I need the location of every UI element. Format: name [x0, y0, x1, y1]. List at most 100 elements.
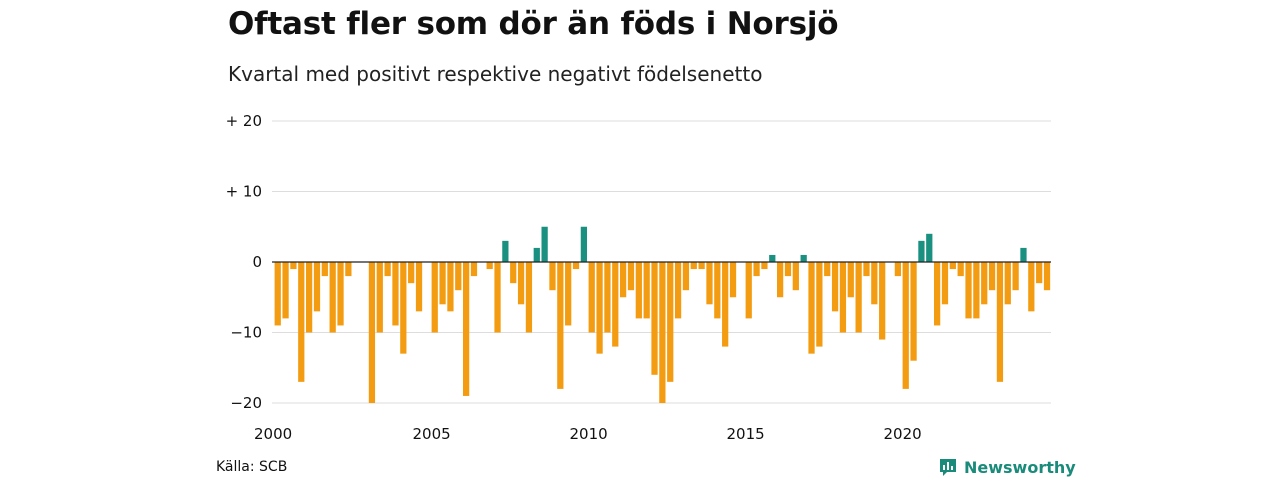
bar: [792, 262, 799, 291]
bar: [627, 262, 635, 291]
bar: [384, 262, 391, 277]
bar: [470, 262, 478, 277]
bar: [494, 262, 501, 333]
bar: [541, 226, 548, 262]
bar: [800, 254, 807, 262]
brand-logo: Newsworthy: [938, 456, 1076, 478]
y-tick-label: + 10: [226, 183, 262, 201]
bar: [549, 262, 556, 291]
bar: [973, 262, 980, 319]
x-tick-label: 2000: [254, 425, 292, 443]
bar: [1020, 247, 1027, 262]
bar: [965, 262, 972, 319]
bar: [957, 262, 964, 277]
bar: [722, 262, 729, 347]
bar: [1012, 262, 1019, 291]
chart-title: Oftast fler som dör än föds i Norsjö: [228, 6, 839, 42]
bar: [620, 262, 627, 298]
bar: [879, 262, 886, 340]
bar: [949, 262, 956, 270]
bar: [447, 262, 454, 312]
bar: [745, 262, 752, 319]
bar: [604, 262, 611, 333]
bar: [282, 262, 289, 319]
bar: [855, 262, 862, 333]
bar: [871, 262, 878, 305]
bar: [1004, 262, 1011, 305]
bar: [831, 262, 839, 312]
bar: [643, 262, 650, 319]
bar: [455, 262, 462, 291]
bar: [486, 262, 493, 270]
newsworthy-logo-icon: [940, 459, 956, 476]
bar: [517, 262, 525, 305]
bar: [1043, 262, 1051, 291]
bar: [1036, 262, 1043, 284]
bar: [698, 262, 705, 270]
bar: [674, 262, 682, 319]
bar: [816, 262, 823, 347]
bar: [502, 240, 509, 262]
bar: [918, 240, 925, 262]
bar: [659, 262, 666, 403]
bar: [408, 262, 415, 284]
bar: [376, 262, 383, 333]
bar: [926, 233, 933, 262]
bar: [596, 262, 603, 354]
bar: [313, 262, 321, 312]
bar: [431, 262, 438, 333]
bar: [941, 262, 949, 305]
bar: [329, 262, 336, 333]
bar: [934, 262, 941, 326]
bar: [690, 262, 697, 270]
y-tick-label: 0: [252, 253, 262, 271]
bar: [400, 262, 407, 354]
bar: [557, 262, 564, 389]
bar: [510, 262, 517, 284]
bar: [729, 262, 737, 298]
bar: [463, 262, 470, 396]
bar: [392, 262, 399, 326]
bar: [439, 262, 446, 305]
bar: [777, 262, 784, 298]
bar: [894, 262, 901, 277]
bar: [565, 262, 572, 326]
bar: [321, 262, 328, 277]
bar: [533, 247, 540, 262]
bar: [714, 262, 721, 319]
source-label: Källa: SCB: [216, 459, 288, 475]
chart-subtitle: Kvartal med positivt respektive negativt…: [228, 62, 763, 86]
bar: [274, 262, 281, 326]
bar: [651, 262, 658, 375]
bar: [808, 262, 815, 354]
bar: [902, 262, 909, 389]
bar: [290, 262, 297, 270]
y-axis-ticks: + 20 + 10 0 −10 −20: [226, 112, 262, 412]
bar: [667, 262, 674, 382]
bar: [988, 262, 996, 291]
bar: [784, 262, 792, 277]
bar: [580, 226, 587, 262]
bars: [274, 226, 1051, 403]
bar: [635, 262, 642, 319]
bar: [981, 262, 988, 305]
bar: [682, 262, 690, 291]
bar: [753, 262, 760, 277]
bar: [839, 262, 847, 333]
bar: [525, 262, 533, 333]
bar: [612, 262, 619, 347]
y-tick-label: + 20: [226, 112, 262, 130]
brand-name: Newsworthy: [964, 457, 1076, 477]
bar: [910, 262, 917, 361]
bar: [1028, 262, 1035, 312]
bar: [761, 262, 768, 270]
y-tick-label: −20: [230, 394, 262, 412]
bar: [415, 262, 423, 312]
bar: [769, 254, 776, 262]
y-tick-label: −10: [230, 324, 262, 342]
x-tick-label: 2020: [884, 425, 922, 443]
bar: [847, 262, 854, 298]
bar: [588, 262, 595, 333]
bar: [824, 262, 831, 277]
